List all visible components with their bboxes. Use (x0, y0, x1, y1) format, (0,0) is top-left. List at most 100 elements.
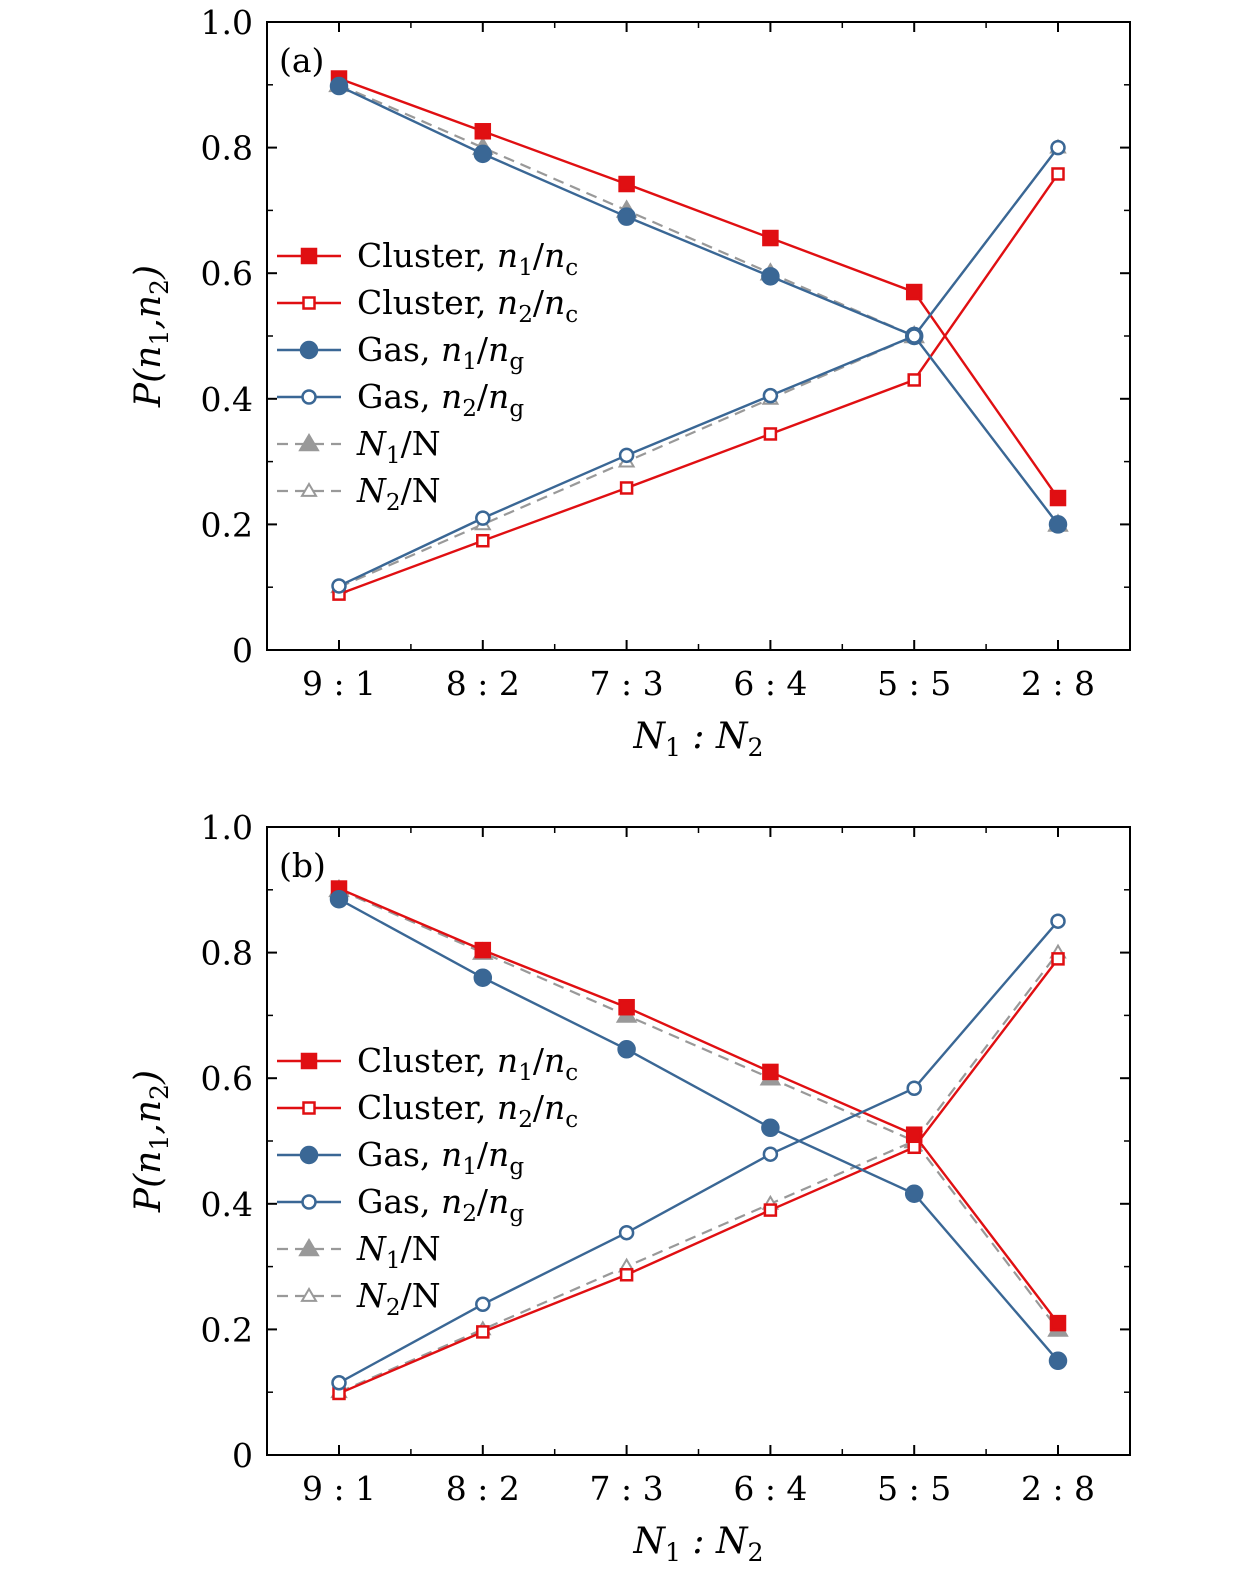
x-tick-label: 2 : 8 (1021, 664, 1095, 703)
legend-marker (302, 296, 316, 310)
data-point (474, 123, 492, 140)
y-tick-label: 0.4 (201, 1185, 253, 1224)
data-point (1050, 913, 1066, 929)
series-line (338, 77, 1059, 499)
data-point (475, 1296, 491, 1313)
y-tick-label: 0.6 (201, 254, 253, 293)
legend-marker (298, 1238, 320, 1257)
x-tick-label: 6 : 4 (733, 1469, 807, 1508)
series-1 (332, 952, 1065, 1401)
data-point (907, 373, 921, 387)
legend-label: Gas, n1/ng (357, 1135, 524, 1180)
series-line (338, 951, 1059, 1394)
legend-marker (299, 1145, 319, 1165)
data-point (619, 1268, 634, 1282)
data-point (331, 1375, 347, 1391)
data-point (1048, 1351, 1068, 1371)
x-tick-label: 7 : 3 (590, 1469, 664, 1508)
data-point (1050, 139, 1066, 156)
y-tick-label: 0.2 (201, 1310, 253, 1349)
x-axis-label: N1 : N2 (632, 716, 763, 762)
y-tick-label: 0.4 (201, 380, 253, 419)
series-line (338, 887, 1059, 1324)
y-tick-label: 0.8 (201, 934, 253, 973)
legend-marker (300, 482, 318, 497)
data-point (617, 1040, 636, 1059)
series-3 (331, 139, 1066, 594)
x-tick-label: 2 : 8 (1021, 1469, 1095, 1508)
data-point (1048, 515, 1068, 534)
legend-label: Cluster, n2/nc (357, 1088, 578, 1133)
legend-marker (298, 433, 320, 452)
y-tick-label: 0 (232, 631, 253, 670)
data-point (475, 510, 491, 526)
x-tick-label: 9 : 1 (302, 1469, 376, 1508)
series-line (338, 146, 1059, 588)
legend-label: Gas, n1/ng (357, 330, 524, 375)
data-point (1051, 952, 1065, 966)
legend-label: Gas, n2/ng (357, 377, 524, 422)
y-tick-label: 0.2 (201, 505, 253, 544)
legend-label: Cluster, n1/nc (357, 236, 578, 281)
data-point (761, 267, 780, 286)
y-axis-label: P(n1,n2) (128, 265, 174, 408)
series-0 (330, 880, 1067, 1332)
legend-marker (302, 1101, 316, 1115)
legend-marker (301, 389, 317, 405)
data-point (474, 941, 492, 959)
data-point (762, 387, 779, 404)
series-line (338, 888, 1059, 1331)
y-tick-label: 1.0 (201, 808, 253, 847)
x-tick-label: 6 : 4 (733, 664, 807, 703)
series-line (338, 84, 1059, 526)
data-point (1049, 489, 1067, 507)
series-line (338, 958, 1059, 1395)
data-point (763, 1203, 778, 1217)
x-tick-label: 5 : 5 (877, 664, 951, 703)
legend-label: N1/N (356, 1229, 441, 1274)
panel-label: (b) (279, 846, 326, 885)
data-point (618, 1224, 635, 1241)
data-point (476, 1325, 490, 1339)
x-tick-label: 8 : 2 (446, 1469, 520, 1508)
x-tick-label: 7 : 3 (590, 664, 664, 703)
data-point (331, 578, 347, 594)
series-line (338, 920, 1059, 1384)
series-line (338, 173, 1059, 596)
data-point (1049, 1314, 1067, 1332)
legend-marker (299, 340, 319, 360)
data-point (761, 1118, 780, 1138)
data-point (476, 533, 490, 548)
data-point (762, 1063, 779, 1081)
series-2 (329, 76, 1068, 534)
y-tick-label: 0.6 (201, 1059, 253, 1098)
series-line (338, 898, 1059, 1362)
legend-label: Cluster, n1/nc (357, 1041, 578, 1086)
chart-panel-0: 0 0.2 0.4 0.6 0.8 1.0 9 : 1 8 : 2 7 : 3 6 : 4 5 : … (128, 3, 1131, 762)
legend-marker (300, 1052, 318, 1070)
data-point (763, 427, 778, 441)
panel-label: (a) (279, 41, 324, 80)
y-tick-label: 0 (232, 1436, 253, 1475)
data-point (762, 1146, 779, 1162)
legend-label: N2/N (356, 1276, 441, 1321)
data-point (618, 175, 635, 193)
data-point (907, 1140, 921, 1155)
y-tick-label: 1.0 (201, 3, 253, 42)
legend-marker (301, 1194, 317, 1210)
data-point (906, 328, 922, 344)
y-axis-label: P(n1,n2) (128, 1070, 174, 1213)
data-point (618, 447, 635, 464)
legend-marker (300, 247, 318, 265)
data-point (906, 1080, 922, 1096)
x-tick-label: 5 : 5 (877, 1469, 951, 1508)
data-point (905, 283, 923, 301)
series-3 (331, 913, 1066, 1391)
legend-label: N1/N (356, 424, 441, 469)
legend-label: Cluster, n2/nc (357, 283, 578, 328)
x-tick-label: 8 : 2 (446, 664, 520, 703)
data-point (618, 998, 635, 1016)
